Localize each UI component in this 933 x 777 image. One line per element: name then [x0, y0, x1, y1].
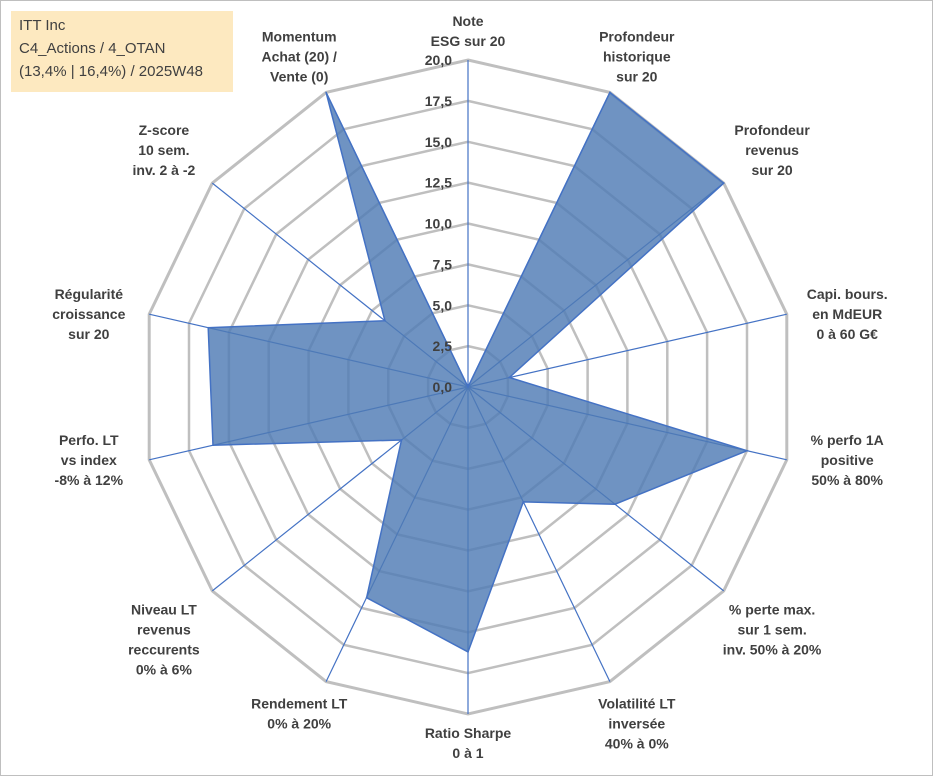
tick-label: 0,0	[433, 379, 453, 395]
data-point	[614, 503, 616, 506]
tick-label: 5,0	[433, 297, 453, 313]
tick-layer: 0,0 2,5 5,0 7,5 10,0 12,5 15,0 17,5 20,0	[425, 52, 452, 395]
tick-label: 20,0	[425, 52, 452, 68]
axis-label: Z-score 10 sem. inv. 2 à -2	[133, 122, 196, 178]
data-point	[609, 91, 611, 94]
axis-label: Volatilité LT inversée 40% à 0%	[598, 695, 676, 751]
data-point	[212, 444, 214, 447]
axis-label: Perfo. LT vs index -8% à 12%	[55, 432, 124, 488]
axis-spoke	[467, 313, 787, 388]
data-point	[508, 376, 511, 379]
data-point	[384, 319, 386, 322]
axis-label: Capi. bours. en MdEUR 0 à 60 G€	[807, 286, 888, 342]
data-point	[400, 439, 403, 441]
axis-label: % perfo 1A positive 50% à 80%	[811, 432, 884, 488]
data-point	[722, 182, 725, 184]
axis-label: Niveau LT revenus reccurents 0% à 6%	[128, 601, 200, 677]
axis-label: Rendement LT 0% à 20%	[251, 695, 348, 731]
series-layer	[207, 91, 750, 653]
tick-label: 10,0	[425, 216, 452, 232]
tick-label: 2,5	[433, 338, 453, 354]
axis-label: % perte max. sur 1 sem. inv. 50% à 20%	[723, 601, 822, 657]
axis-label: Profondeur revenus sur 20	[734, 122, 810, 178]
label-layer: Note ESG sur 20 Profondeur historique sur 20…	[52, 13, 887, 761]
axis-label: Régularité croissance sur 20	[52, 286, 125, 342]
tick-label: 12,5	[425, 175, 452, 191]
portfolio-name: C4_Actions / 4_OTAN	[19, 40, 166, 57]
company-name: ITT Inc	[19, 17, 66, 34]
performance-stats: (13,4% | 16,4%) / 2025W48	[19, 63, 203, 80]
data-point	[365, 596, 368, 599]
axis-label: Note ESG sur 20	[431, 13, 506, 49]
tick-label: 17,5	[425, 93, 452, 109]
data-point	[467, 386, 469, 388]
data-point	[207, 326, 209, 329]
data-point	[325, 91, 327, 94]
axis-label: Ratio Sharpe 0 à 1	[425, 725, 512, 761]
info-box: ITT Inc C4_Actions / 4_OTAN (13,4% | 16,…	[11, 11, 233, 92]
tick-label: 7,5	[433, 256, 453, 272]
tick-label: 15,0	[425, 134, 452, 150]
data-point	[746, 449, 748, 452]
axis-label: Momentum Achat (20) / Vente (0)	[261, 28, 337, 84]
data-point	[522, 501, 525, 503]
axis-label: Profondeur historique sur 20	[599, 28, 675, 84]
data-point	[467, 651, 469, 653]
